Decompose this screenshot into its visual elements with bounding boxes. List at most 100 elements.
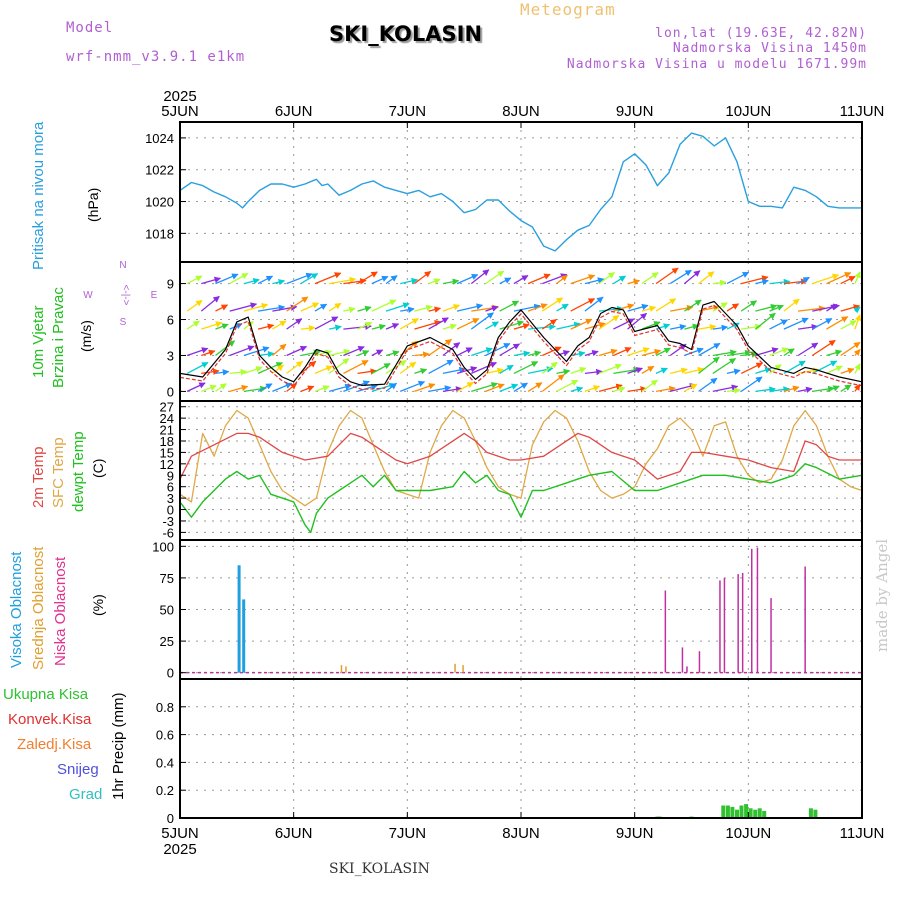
wind-arrow	[655, 385, 676, 393]
wind-arrow	[655, 367, 668, 374]
wind-arrow	[726, 303, 740, 312]
wind-arrow	[314, 365, 333, 374]
wind-arrow	[414, 320, 442, 330]
y-tick-label: -3	[162, 514, 174, 529]
wind-arrow	[314, 303, 328, 312]
compass-s: S	[120, 317, 127, 328]
wind-arrow	[357, 368, 378, 375]
precip-bar	[739, 805, 744, 818]
wind-arrow	[598, 348, 618, 357]
wind-arrow	[627, 386, 648, 393]
wind-arrow	[528, 323, 556, 331]
x-tick-label-bottom: 8JUN	[502, 825, 540, 842]
wind-arrow	[641, 305, 657, 312]
wind-arrow	[471, 361, 497, 374]
wind-arrow	[598, 271, 615, 285]
wind-arrow	[627, 303, 649, 312]
wind-arrow	[499, 383, 519, 393]
wind-arrow	[783, 317, 809, 330]
wind-arrow	[201, 321, 223, 330]
wind-arrow	[485, 367, 504, 375]
wind-arrow	[400, 277, 419, 285]
precip-bar	[730, 806, 735, 818]
wind-arrow	[556, 379, 579, 392]
wind-arrow	[186, 382, 206, 392]
compass-w: W	[83, 290, 93, 301]
wind-arrow	[698, 377, 718, 392]
wind-arrow	[329, 383, 352, 393]
sfc-ylabel: SFC Temp	[50, 437, 67, 508]
wind-gust-line	[179, 304, 863, 391]
temp2m-ylabel: 2m Temp	[30, 446, 47, 508]
wind-arrow	[811, 318, 833, 330]
wind-arrow	[257, 323, 275, 330]
precip-bar	[757, 808, 762, 818]
wind-arrow	[272, 278, 286, 286]
wind-arrow	[328, 358, 350, 374]
low_cloud-bar	[686, 666, 688, 673]
wind-arrow	[229, 345, 255, 357]
wind-arrow	[513, 350, 531, 357]
wind-arrow	[627, 347, 650, 357]
wind-arrow	[670, 323, 687, 331]
wind-arrow	[385, 302, 410, 312]
precip-ylabel: 1hr Precip (mm)	[110, 692, 127, 800]
wind-arrow	[740, 362, 763, 374]
wind-arrow	[570, 274, 596, 285]
precip-bar	[753, 809, 758, 818]
wind-arrow	[499, 320, 524, 330]
wind-arrow	[826, 349, 843, 357]
wind-arrow	[400, 306, 415, 313]
wind-arrow	[570, 386, 584, 393]
wind-arrow	[357, 321, 373, 330]
wind-arrow	[186, 361, 209, 374]
wind-arrow	[499, 343, 521, 357]
wind-arrow	[470, 269, 490, 285]
x-tick-label-top: 7JUN	[389, 103, 427, 120]
wind-arrow	[853, 348, 861, 356]
temp-unit: (C)	[90, 458, 106, 478]
precip-bar	[725, 805, 730, 818]
wind-arrow	[812, 385, 835, 393]
wind-arrow	[570, 366, 587, 375]
wind-arrow	[513, 323, 530, 330]
bottom-station-title: SKI_KOLASIN	[329, 861, 430, 877]
wind-arrow	[286, 318, 303, 330]
wind-arrow	[797, 342, 819, 357]
low_cloud-bar	[723, 577, 726, 673]
x-tick-label-bottom: 6JUN	[275, 825, 313, 842]
wind-arrow	[726, 349, 752, 357]
wind-arrow	[840, 367, 855, 375]
wind-arrow	[527, 350, 542, 357]
wind-arrow	[853, 306, 861, 314]
x-tick-label-top: 11JUN	[840, 103, 885, 120]
wind-arrow	[428, 306, 442, 313]
wind-arrow	[598, 314, 620, 330]
wind-arrow	[669, 343, 687, 357]
wind-arrow	[414, 304, 433, 312]
x-tick-label-top: 6JUN	[275, 103, 313, 120]
wind-arrow	[428, 385, 452, 393]
wind-arrow	[854, 271, 861, 284]
wind-arrow	[271, 343, 287, 357]
pressure-unit: (hPa)	[85, 187, 101, 222]
wind-arrow	[201, 276, 222, 285]
wind-arrow	[698, 271, 715, 285]
y-tick-label: -6	[162, 525, 174, 540]
wind-arrow	[513, 382, 528, 392]
low_cloud-bar	[751, 548, 753, 673]
wind-arrow	[456, 318, 480, 330]
low_cloud-bar	[804, 566, 806, 673]
wind-arrow	[755, 347, 779, 357]
wind-arrow	[215, 323, 229, 330]
wind-arrow	[257, 383, 273, 392]
wind-arrow	[300, 324, 316, 332]
wind-arrow	[414, 270, 432, 285]
y-tick-label: 50	[160, 603, 174, 618]
wind-arrow	[300, 360, 317, 374]
wind-arrow	[655, 323, 671, 330]
wind-arrow	[186, 275, 203, 285]
y-tick-label: 3	[167, 348, 174, 363]
wind-arrow	[769, 304, 784, 312]
